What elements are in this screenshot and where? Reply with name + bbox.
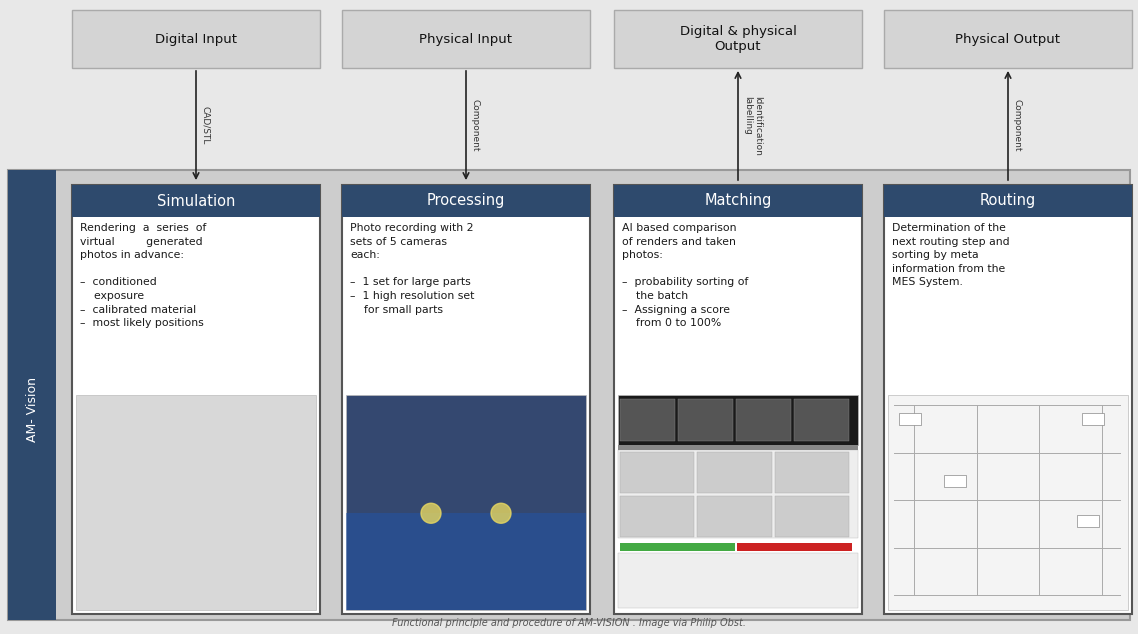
- Bar: [698, 496, 772, 537]
- Text: Physical Output: Physical Output: [956, 32, 1061, 46]
- Bar: [615, 10, 861, 68]
- Bar: [76, 395, 316, 610]
- Bar: [736, 399, 791, 441]
- Text: Routing: Routing: [980, 193, 1036, 209]
- Text: Processing: Processing: [427, 193, 505, 209]
- Bar: [678, 399, 733, 441]
- Bar: [72, 10, 320, 68]
- Text: AM- Vision: AM- Vision: [25, 377, 39, 443]
- Bar: [775, 496, 849, 537]
- Bar: [884, 10, 1132, 68]
- Text: Identification
labelling: Identification labelling: [743, 96, 762, 155]
- Bar: [899, 413, 921, 425]
- Bar: [618, 553, 858, 608]
- Bar: [346, 514, 586, 610]
- Bar: [618, 450, 858, 538]
- Text: Functional principle and procedure of AM-VISION . Image via Philip Obst.: Functional principle and procedure of AM…: [391, 618, 747, 628]
- Bar: [618, 395, 858, 445]
- Bar: [794, 399, 849, 441]
- Bar: [72, 185, 320, 614]
- Text: CAD/STL: CAD/STL: [201, 107, 211, 145]
- Text: Component: Component: [1013, 100, 1022, 152]
- Bar: [737, 543, 852, 551]
- Text: Digital Input: Digital Input: [155, 32, 237, 46]
- Bar: [8, 170, 56, 620]
- Bar: [620, 452, 694, 493]
- Bar: [72, 185, 320, 217]
- Text: Determination of the
next routing step and
sorting by meta
information from the
: Determination of the next routing step a…: [892, 223, 1009, 287]
- Bar: [620, 496, 694, 537]
- Bar: [884, 185, 1132, 217]
- Circle shape: [421, 503, 442, 523]
- Text: AI based comparison
of renders and taken
photos:

–  probability sorting of
    : AI based comparison of renders and taken…: [622, 223, 749, 328]
- Bar: [945, 475, 966, 487]
- Circle shape: [490, 503, 511, 523]
- Bar: [888, 395, 1128, 610]
- Bar: [1082, 413, 1104, 425]
- Text: Matching: Matching: [704, 193, 772, 209]
- Bar: [346, 395, 586, 610]
- Bar: [343, 10, 589, 68]
- Bar: [620, 399, 675, 441]
- Text: Component: Component: [471, 100, 480, 152]
- Text: Simulation: Simulation: [157, 193, 236, 209]
- Text: Digital & physical
Output: Digital & physical Output: [679, 25, 797, 53]
- Bar: [620, 543, 735, 551]
- Bar: [615, 185, 861, 217]
- Bar: [343, 185, 589, 614]
- Bar: [343, 185, 589, 217]
- Bar: [775, 452, 849, 493]
- Bar: [698, 452, 772, 493]
- Text: Physical Input: Physical Input: [420, 32, 512, 46]
- Bar: [1077, 515, 1099, 527]
- Bar: [8, 170, 1130, 620]
- Bar: [615, 185, 861, 614]
- Text: Rendering  a  series  of
virtual         generated
photos in advance:

–  condit: Rendering a series of virtual generated …: [80, 223, 206, 328]
- Bar: [618, 445, 858, 450]
- Bar: [884, 185, 1132, 614]
- Text: Photo recording with 2
sets of 5 cameras
each:

–  1 set for large parts
–  1 hi: Photo recording with 2 sets of 5 cameras…: [351, 223, 475, 314]
